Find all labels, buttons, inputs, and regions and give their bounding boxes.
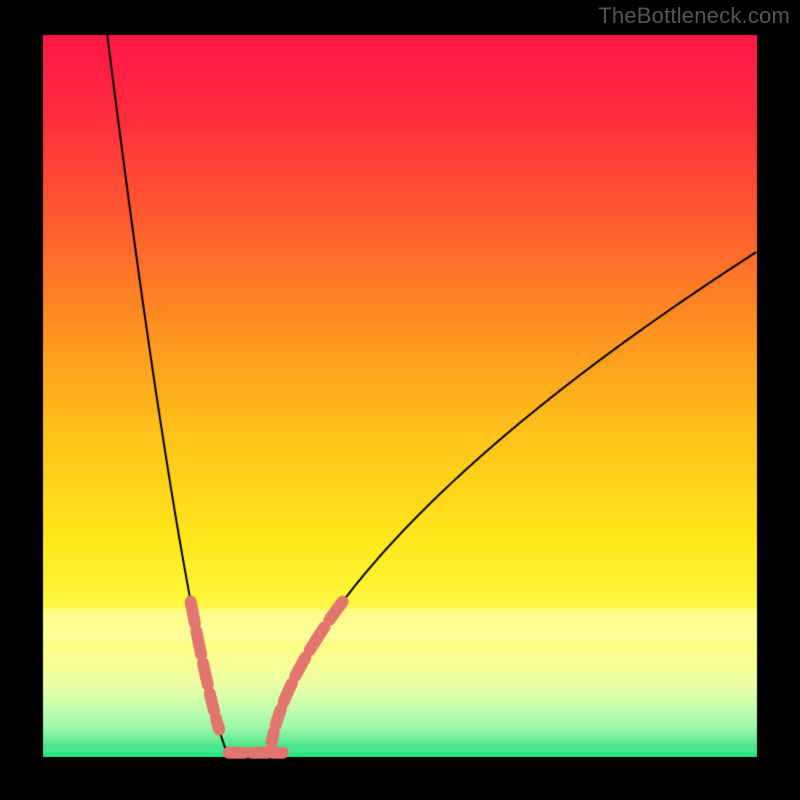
watermark-text: TheBottleneck.com bbox=[598, 3, 790, 29]
chart-stage: TheBottleneck.com bbox=[0, 0, 800, 800]
chart-canvas bbox=[0, 0, 800, 800]
